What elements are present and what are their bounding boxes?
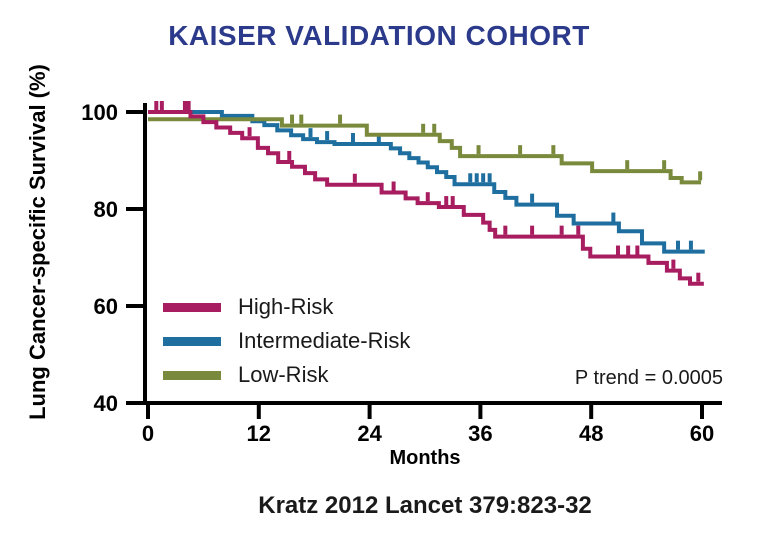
- curve-low-risk: [148, 117, 702, 185]
- x-tick-label: 60: [690, 421, 714, 446]
- legend-label-low-risk: Low-Risk: [238, 362, 329, 387]
- y-tick-label: 100: [81, 100, 118, 125]
- x-tick-label: 36: [468, 421, 492, 446]
- censor-ticks-low-risk: [290, 114, 703, 181]
- y-tick-label: 60: [94, 294, 118, 319]
- x-tick-label: 48: [579, 421, 603, 446]
- x-tick-label: 0: [142, 421, 154, 446]
- legend-swatch-high-risk: [163, 302, 221, 312]
- legend-swatch-low-risk: [163, 370, 221, 380]
- legend-item-low-risk: Low-Risk: [163, 362, 410, 387]
- chart-title: KAISER VALIDATION COHORT: [168, 20, 590, 51]
- axes: 100 80 60 40 0 12 24 36 48 60: [81, 100, 722, 446]
- x-axis-title: Months: [389, 447, 461, 469]
- p-trend-annotation: P trend = 0.0005: [574, 367, 723, 389]
- x-tick-label: 12: [247, 421, 271, 446]
- y-tick-label: 40: [94, 391, 118, 416]
- legend-item-intermediate-risk: Intermediate-Risk: [163, 328, 411, 353]
- censor-ticks-high-risk: [154, 101, 701, 282]
- censor-ticks-intermediate-risk: [308, 128, 693, 250]
- legend-swatch-intermediate-risk: [163, 336, 221, 346]
- curve-high-risk: [148, 110, 704, 286]
- legend: High-Risk Intermediate-Risk Low-Risk: [163, 294, 411, 397]
- x-tick-label: 24: [357, 421, 382, 446]
- legend-label-intermediate-risk: Intermediate-Risk: [238, 328, 411, 353]
- curve-intermediate-risk: [148, 110, 705, 254]
- citation: Kratz 2012 Lancet 379:823-32: [258, 492, 592, 519]
- legend-item-high-risk: High-Risk: [163, 294, 410, 319]
- legend-label-high-risk: High-Risk: [238, 294, 334, 319]
- y-tick-label: 80: [94, 197, 118, 222]
